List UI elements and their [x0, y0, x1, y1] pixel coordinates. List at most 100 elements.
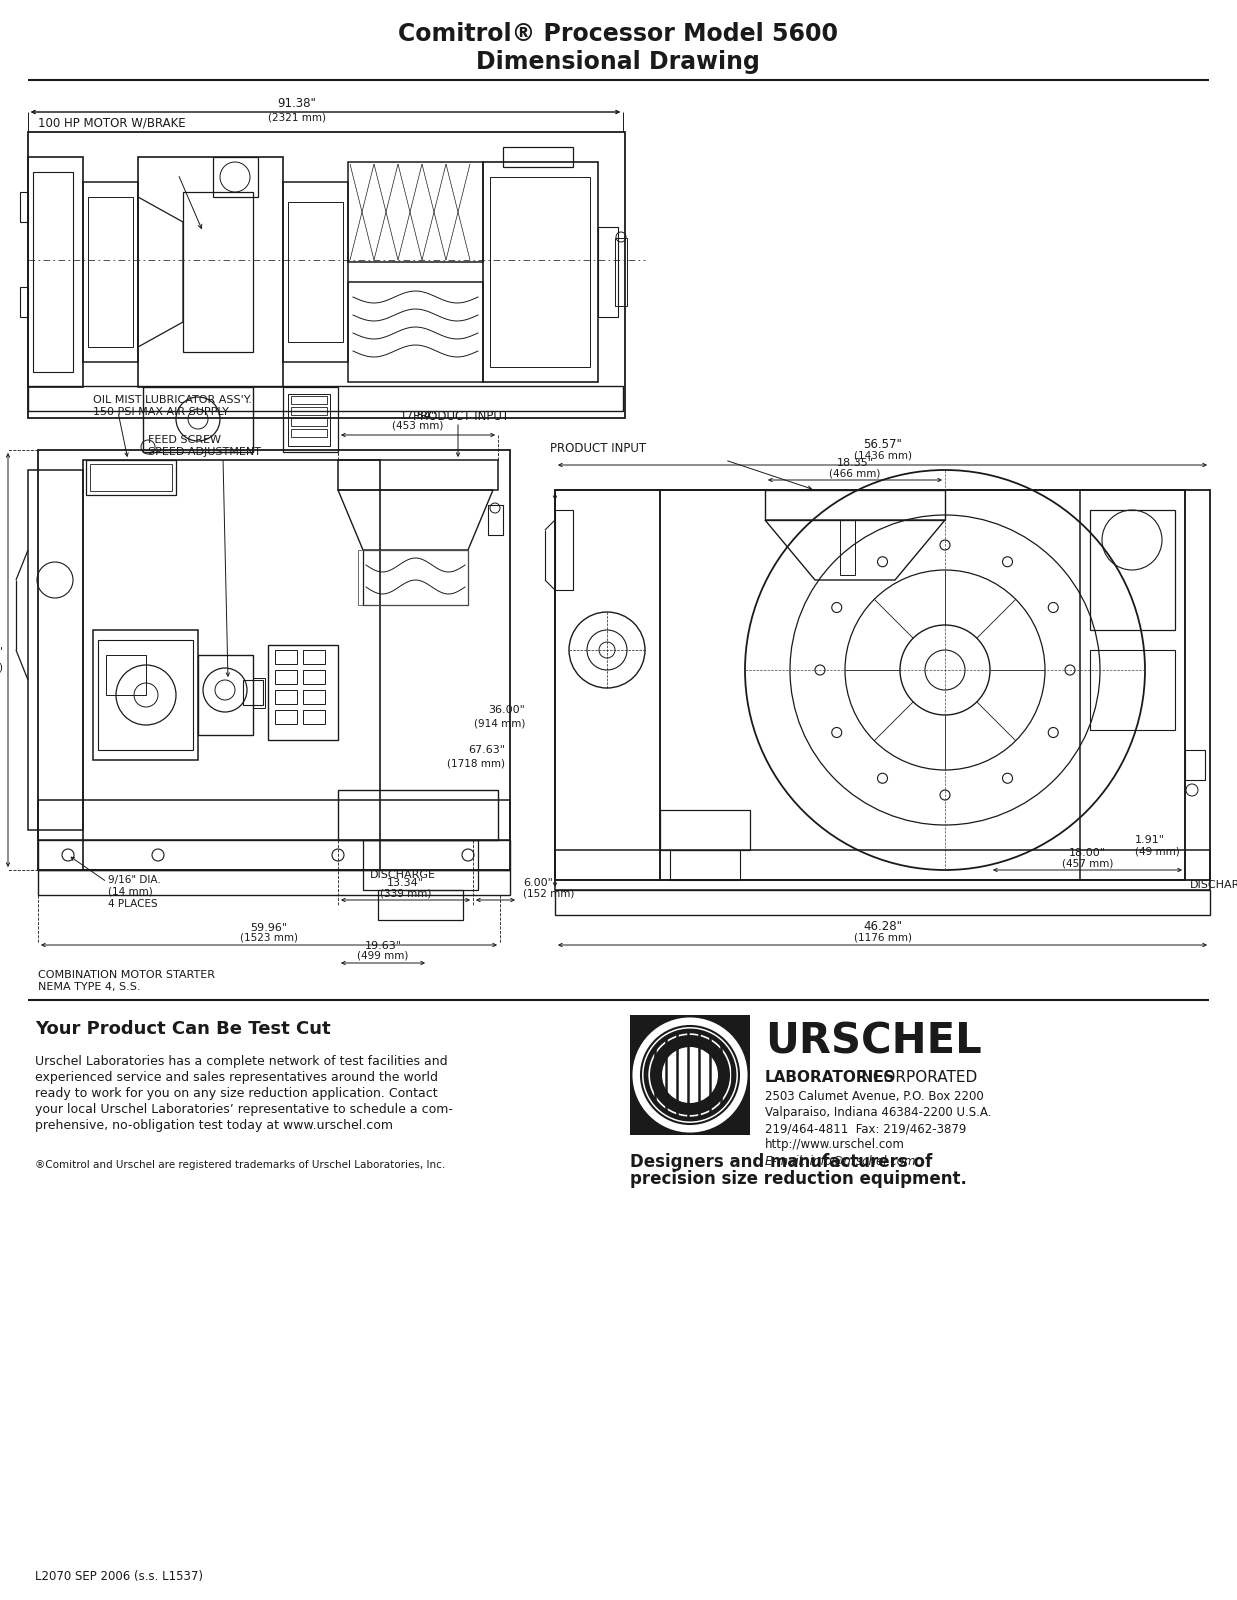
Bar: [1080, 490, 1185, 880]
Bar: [275, 650, 297, 664]
Text: Urschel Laboratories has a complete network of test facilities and: Urschel Laboratories has a complete netw…: [35, 1054, 448, 1069]
Bar: [275, 670, 297, 685]
Bar: [28, 133, 625, 418]
Bar: [670, 850, 740, 880]
Text: 46.28": 46.28": [863, 920, 902, 933]
Bar: [288, 394, 330, 446]
Text: 4 PLACES: 4 PLACES: [108, 899, 157, 909]
Bar: [490, 178, 590, 366]
Text: LABORATORIES: LABORATORIES: [764, 1070, 896, 1085]
Text: http://www.urschel.com: http://www.urschel.com: [764, 1138, 905, 1150]
Text: PRODUCT INPUT: PRODUCT INPUT: [550, 442, 646, 454]
Text: (14 mm): (14 mm): [108, 886, 152, 898]
Text: Your Product Can Be Test Cut: Your Product Can Be Test Cut: [35, 1021, 330, 1038]
Text: PRODUCT INPUT: PRODUCT INPUT: [413, 410, 510, 422]
Bar: [291, 429, 327, 437]
Text: COMBINATION MOTOR STARTER: COMBINATION MOTOR STARTER: [38, 970, 215, 979]
Text: INCORPORATED: INCORPORATED: [852, 1070, 977, 1085]
Bar: [83, 461, 380, 870]
Text: (49 mm): (49 mm): [1136, 846, 1180, 858]
Bar: [555, 490, 1210, 880]
Text: Designers and manufacturers of: Designers and manufacturers of: [630, 1154, 933, 1171]
Bar: [20, 286, 28, 317]
Bar: [482, 162, 597, 382]
Text: prehensive, no-obligation test today at www.urschel.com: prehensive, no-obligation test today at …: [35, 1118, 393, 1133]
Text: L2070 SEP 2006 (s.s. L1537): L2070 SEP 2006 (s.s. L1537): [35, 1570, 203, 1582]
Bar: [98, 640, 193, 750]
Bar: [661, 490, 1185, 880]
Bar: [362, 550, 468, 605]
Text: ready to work for you on any size reduction application. Contact: ready to work for you on any size reduct…: [35, 1086, 438, 1101]
Text: 150 PSI MAX AIR SUPPLY: 150 PSI MAX AIR SUPPLY: [93, 406, 229, 418]
Text: Valparaiso, Indiana 46384-2200 U.S.A.: Valparaiso, Indiana 46384-2200 U.S.A.: [764, 1106, 991, 1118]
Text: (152 mm): (152 mm): [523, 888, 574, 898]
Text: URSCHEL: URSCHEL: [764, 1021, 982, 1062]
Text: 9/16" DIA.: 9/16" DIA.: [108, 875, 161, 885]
Bar: [840, 520, 855, 574]
Text: (339 mm): (339 mm): [380, 888, 432, 898]
Bar: [379, 890, 463, 920]
Text: SPEED ADJUSTMENT: SPEED ADJUSTMENT: [148, 446, 261, 458]
Bar: [33, 171, 73, 371]
Bar: [291, 395, 327, 403]
Text: (466 mm): (466 mm): [829, 467, 881, 478]
Text: 219/464-4811  Fax: 219/462-3879: 219/464-4811 Fax: 219/462-3879: [764, 1122, 966, 1134]
Text: 56.57": 56.57": [863, 438, 902, 451]
Bar: [348, 282, 482, 382]
Text: 67.63": 67.63": [468, 746, 505, 755]
Text: Dimensional Drawing: Dimensional Drawing: [476, 50, 760, 74]
Text: Comitrol® Processor Model 5600: Comitrol® Processor Model 5600: [398, 22, 837, 46]
Circle shape: [640, 1026, 740, 1125]
Bar: [615, 238, 627, 306]
Bar: [28, 157, 83, 387]
Bar: [503, 147, 573, 166]
Bar: [597, 227, 618, 317]
Bar: [275, 690, 297, 704]
Bar: [489, 506, 503, 534]
Text: 17.84": 17.84": [400, 411, 437, 421]
Text: 59.96": 59.96": [250, 923, 287, 933]
Text: FEED SCREW: FEED SCREW: [148, 435, 221, 445]
Bar: [630, 1014, 750, 1134]
Text: (1718 mm): (1718 mm): [0, 662, 2, 674]
Bar: [555, 490, 661, 880]
Bar: [38, 870, 510, 894]
Bar: [38, 450, 510, 870]
Bar: [38, 800, 510, 840]
Bar: [143, 387, 254, 451]
Text: your local Urschel Laboratories’ representative to schedule a com-: your local Urschel Laboratories’ represe…: [35, 1102, 453, 1117]
Text: 18.00": 18.00": [1069, 848, 1106, 858]
Bar: [764, 490, 945, 520]
Bar: [357, 550, 468, 605]
Text: NEMA TYPE 4, S.S.: NEMA TYPE 4, S.S.: [38, 982, 141, 992]
Text: 6.00": 6.00": [523, 878, 553, 888]
Bar: [303, 650, 325, 664]
Text: 1.91": 1.91": [1136, 835, 1165, 845]
Bar: [348, 162, 482, 262]
Bar: [90, 464, 172, 491]
Bar: [303, 670, 325, 685]
Bar: [1185, 750, 1205, 781]
Text: (499 mm): (499 mm): [357, 950, 408, 962]
Circle shape: [649, 1035, 730, 1115]
Text: ®Comitrol and Urschel are registered trademarks of Urschel Laboratories, Inc.: ®Comitrol and Urschel are registered tra…: [35, 1160, 445, 1170]
Bar: [555, 890, 1210, 915]
Bar: [555, 850, 1210, 890]
Text: 36.00": 36.00": [489, 706, 524, 715]
Bar: [242, 680, 263, 706]
Text: (457 mm): (457 mm): [1061, 858, 1113, 867]
Bar: [283, 387, 338, 451]
Text: 100 HP MOTOR W/BRAKE: 100 HP MOTOR W/BRAKE: [38, 117, 186, 130]
Bar: [555, 510, 573, 590]
Text: 67.63": 67.63": [0, 646, 2, 658]
Bar: [338, 461, 499, 490]
Bar: [1090, 510, 1175, 630]
Bar: [288, 202, 343, 342]
Bar: [88, 197, 134, 347]
Bar: [291, 418, 327, 426]
Bar: [254, 678, 265, 707]
Bar: [275, 710, 297, 723]
Text: precision size reduction equipment.: precision size reduction equipment.: [630, 1170, 967, 1187]
Bar: [661, 810, 750, 850]
Text: DISCHARGE: DISCHARGE: [1190, 880, 1237, 890]
